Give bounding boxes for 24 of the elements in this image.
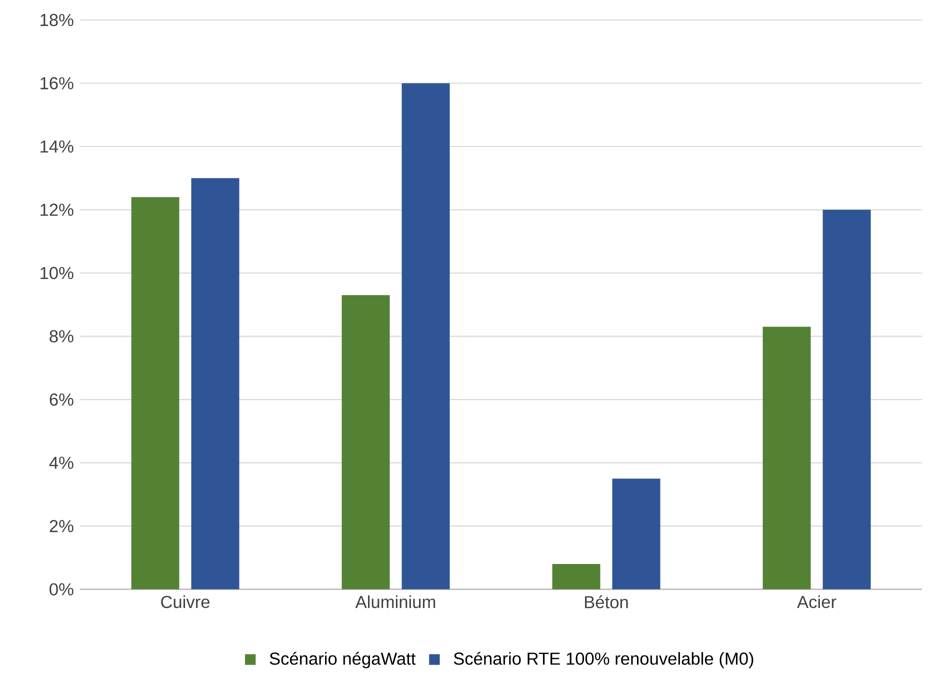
y-tick-label: 6% bbox=[50, 393, 74, 406]
bar bbox=[402, 83, 450, 590]
legend-label: Scénario négaWatt bbox=[270, 652, 416, 668]
x-tick-label: Cuivre bbox=[161, 595, 210, 608]
y-tick-label: 14% bbox=[40, 140, 74, 153]
x-tick-label: Acier bbox=[797, 595, 836, 608]
y-tick-label: 16% bbox=[40, 77, 74, 90]
y-tick-label: 4% bbox=[49, 456, 74, 469]
y-tick-label: 8% bbox=[50, 330, 74, 342]
y-tick-label: 2% bbox=[50, 520, 74, 532]
bar bbox=[762, 326, 811, 590]
bar bbox=[552, 564, 600, 590]
x-tick-label: Béton bbox=[585, 595, 628, 608]
bar bbox=[342, 295, 390, 590]
bar bbox=[131, 197, 180, 590]
bar bbox=[822, 210, 871, 590]
x-tick-label: Aluminium bbox=[355, 595, 436, 608]
bar bbox=[612, 478, 660, 590]
legend-label: Scénario RTE 100% renouvelable (M0) bbox=[454, 652, 754, 668]
y-tick-label: 18% bbox=[40, 14, 74, 26]
y-tick-label: 10% bbox=[40, 266, 74, 280]
bar bbox=[191, 178, 240, 590]
y-tick-label: 0% bbox=[50, 583, 74, 596]
y-tick-label: 12% bbox=[40, 204, 74, 216]
